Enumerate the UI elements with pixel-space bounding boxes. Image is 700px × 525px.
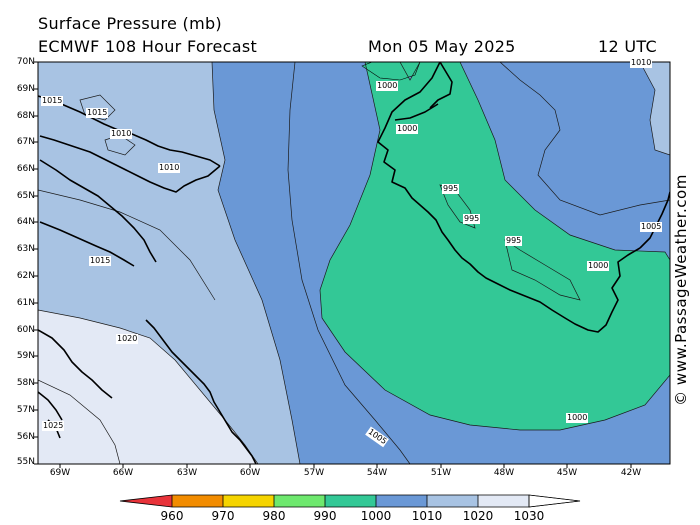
contour-label: 1005 bbox=[640, 222, 663, 232]
band-1010-1020-northeast bbox=[640, 62, 670, 155]
contour-label: 1015 bbox=[41, 96, 64, 106]
scale-swatch bbox=[172, 495, 223, 507]
scale-label: 970 bbox=[211, 509, 235, 523]
lat-label: 59N bbox=[16, 351, 35, 361]
lat-label: 67N bbox=[16, 137, 35, 147]
map-title: Surface Pressure (mb) bbox=[38, 14, 222, 33]
scale-swatch bbox=[376, 495, 427, 507]
forecast-hour: 12 UTC bbox=[598, 37, 657, 56]
lon-label: 54W bbox=[366, 468, 388, 478]
lat-label: 70N bbox=[16, 57, 35, 67]
greenland-west-coast bbox=[377, 62, 641, 333]
lat-label: 63N bbox=[16, 244, 35, 254]
greenland-east-coast bbox=[639, 191, 670, 249]
scale-swatch bbox=[223, 495, 274, 507]
contour-label: 1010 bbox=[110, 129, 133, 139]
contour-label: 1015 bbox=[86, 108, 109, 118]
lon-ticks bbox=[59, 464, 632, 468]
scale-label: 990 bbox=[313, 509, 337, 523]
contour-label: 1000 bbox=[396, 124, 419, 134]
lat-label: 56N bbox=[16, 432, 35, 442]
lat-label: 68N bbox=[16, 111, 35, 121]
scale-label: 1000 bbox=[360, 509, 392, 523]
scale-label: 980 bbox=[262, 509, 286, 523]
scale-swatch bbox=[427, 495, 478, 507]
lon-label: 66W bbox=[112, 468, 134, 478]
lat-label: 69N bbox=[16, 84, 35, 94]
contour-label: 1025 bbox=[42, 421, 65, 431]
scale-swatch bbox=[325, 495, 376, 507]
lat-label: 66N bbox=[16, 164, 35, 174]
scale-label: 960 bbox=[160, 509, 184, 523]
lon-label: 57W bbox=[303, 468, 325, 478]
contour-label: 1010 bbox=[630, 58, 653, 68]
scale-label: 1010 bbox=[411, 509, 443, 523]
contour-label: 1015 bbox=[89, 256, 112, 266]
lat-label: 58N bbox=[16, 378, 35, 388]
scale-arrow-low bbox=[120, 495, 172, 507]
lon-label: 60W bbox=[239, 468, 261, 478]
labrador-coast bbox=[145, 319, 257, 464]
contour-label: 1000 bbox=[566, 413, 589, 423]
contour-label: 995 bbox=[505, 236, 523, 246]
pressure-color-scale bbox=[119, 494, 581, 508]
map-frame bbox=[37, 61, 671, 465]
contour-label: 1020 bbox=[116, 334, 139, 344]
lat-label: 60N bbox=[16, 325, 35, 335]
contour-label: 995 bbox=[442, 184, 460, 194]
band-1020-1030 bbox=[38, 310, 258, 464]
scale-swatch bbox=[478, 495, 529, 507]
lat-label: 64N bbox=[16, 217, 35, 227]
scale-label: 1030 bbox=[513, 509, 545, 523]
forecast-date: Mon 05 May 2025 bbox=[368, 37, 516, 56]
lon-label: 69W bbox=[49, 468, 71, 478]
lat-label: 61N bbox=[16, 298, 35, 308]
lon-label: 51W bbox=[430, 468, 452, 478]
lon-label: 48W bbox=[493, 468, 515, 478]
lon-label: 63W bbox=[176, 468, 198, 478]
lat-label: 62N bbox=[16, 271, 35, 281]
contour-label: 1000 bbox=[376, 81, 399, 91]
lon-label: 45W bbox=[556, 468, 578, 478]
lat-label: 57N bbox=[16, 405, 35, 415]
lat-label: 65N bbox=[16, 191, 35, 201]
band-1000-1005 bbox=[320, 62, 670, 430]
site-credit: © www.PassageWeather.com bbox=[672, 174, 690, 406]
model-forecast-label: ECMWF 108 Hour Forecast bbox=[38, 37, 258, 56]
contour-label: 1000 bbox=[587, 261, 610, 271]
lat-ticks bbox=[34, 61, 38, 465]
contour-label: 995 bbox=[463, 214, 481, 224]
lon-label: 42W bbox=[620, 468, 642, 478]
contour-label: 1010 bbox=[158, 163, 181, 173]
scale-swatch bbox=[274, 495, 325, 507]
north-low-blob bbox=[361, 62, 421, 81]
scale-label: 1020 bbox=[462, 509, 494, 523]
lat-label: 55N bbox=[16, 457, 35, 467]
scale-arrow-high bbox=[528, 494, 581, 508]
